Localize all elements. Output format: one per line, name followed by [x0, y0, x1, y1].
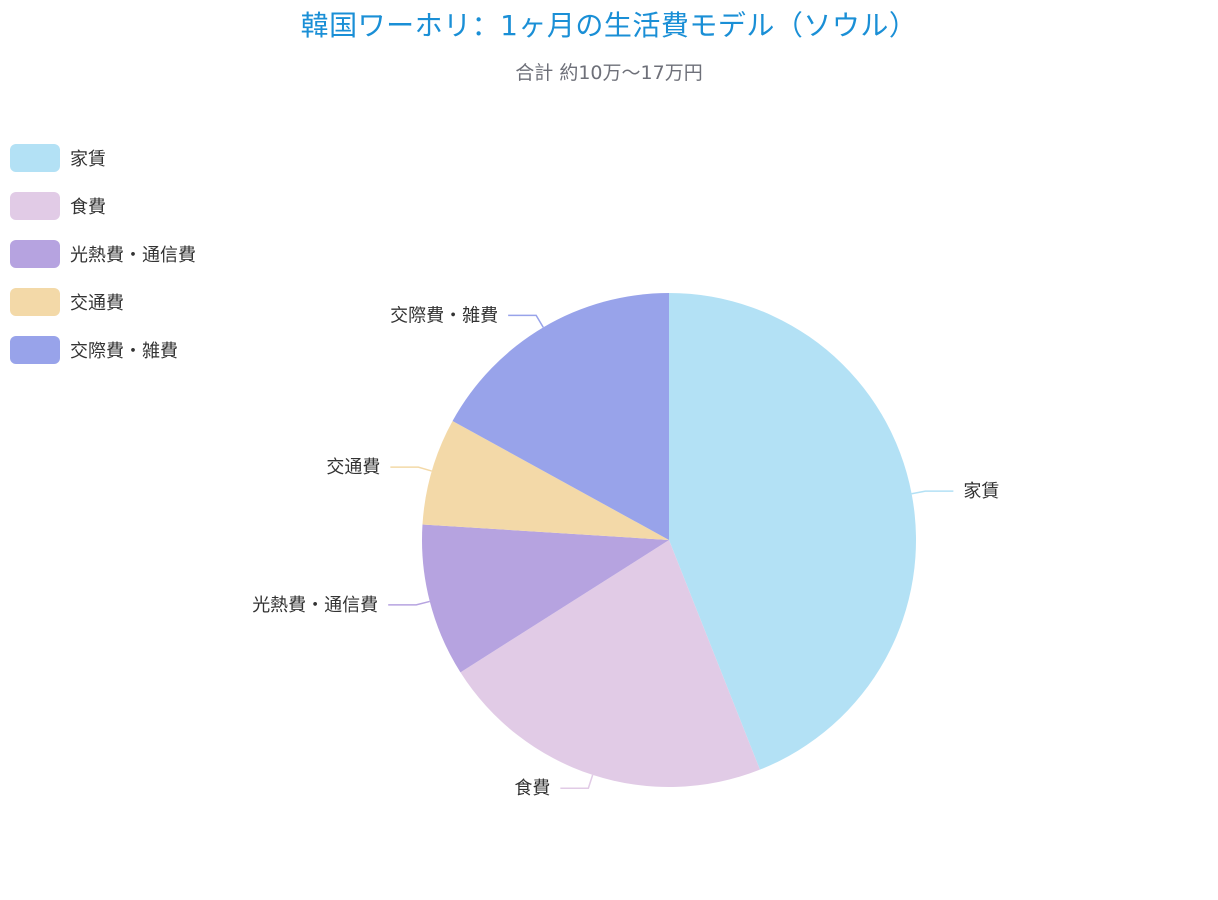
leader-line-transport — [390, 466, 433, 472]
legend-swatch — [10, 336, 60, 364]
legend-item-food[interactable]: 食費 — [10, 192, 196, 220]
slice-label-misc: 交際費・雑費 — [390, 305, 498, 326]
legend-label: 光熱費・通信費 — [70, 245, 196, 266]
leader-line-food — [560, 774, 594, 789]
legend: 家賃 食費 光熱費・通信費 交通費 交際費・雑費 — [10, 144, 196, 384]
legend-swatch — [10, 144, 60, 172]
legend-item-utilities[interactable]: 光熱費・通信費 — [10, 240, 196, 268]
slice-label-rent: 家賃 — [963, 481, 999, 502]
slice-label-food: 食費 — [514, 778, 550, 799]
legend-item-rent[interactable]: 家賃 — [10, 144, 196, 172]
legend-item-transport[interactable]: 交通費 — [10, 288, 196, 316]
chart-title: 韓国ワーホリ：1ヶ月の生活費モデル（ソウル） — [300, 9, 918, 42]
slice-label-utilities: 光熱費・通信費 — [252, 595, 378, 616]
leader-line-rent — [911, 490, 954, 495]
legend-item-misc[interactable]: 交際費・雑費 — [10, 336, 196, 364]
slice-label-transport: 交通費 — [326, 457, 380, 478]
pie-slice-utilities[interactable] — [422, 524, 669, 673]
pie-slice-transport[interactable] — [422, 421, 669, 540]
leader-line-misc — [508, 314, 544, 328]
legend-label: 交際費・雑費 — [70, 341, 178, 362]
pie-slice-food[interactable] — [460, 540, 760, 787]
legend-label: 食費 — [70, 197, 106, 218]
legend-label: 交通費 — [70, 293, 124, 314]
chart-subtitle: 合計 約10万〜17万円 — [515, 62, 703, 84]
legend-swatch — [10, 192, 60, 220]
legend-swatch — [10, 240, 60, 268]
pie-slice-rent[interactable] — [669, 293, 917, 770]
legend-label: 家賃 — [70, 149, 106, 170]
pie-slice-misc[interactable] — [452, 293, 669, 540]
legend-swatch — [10, 288, 60, 316]
leader-line-utilities — [388, 600, 430, 606]
